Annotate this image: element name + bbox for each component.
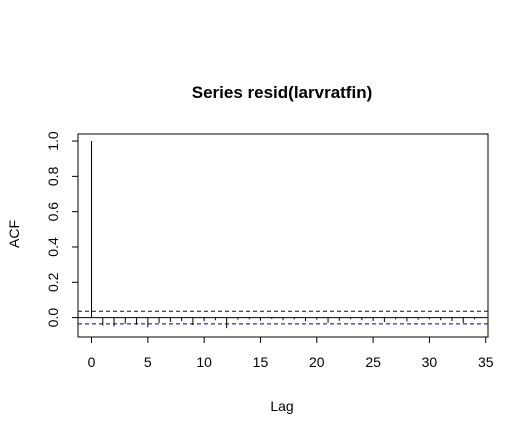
x-tick-label: 5 — [144, 354, 152, 370]
y-tick-label: 0.4 — [45, 237, 61, 257]
x-tick-label: 35 — [478, 354, 494, 370]
plot-frame — [77, 133, 489, 338]
y-tick-label: 0.6 — [45, 202, 61, 222]
y-tick-label: 0.2 — [45, 272, 61, 292]
y-axis-label: ACF — [6, 220, 22, 248]
x-tick-label: 15 — [253, 354, 269, 370]
x-tick-label: 0 — [88, 354, 96, 370]
x-axis-label: Lag — [270, 398, 293, 414]
y-tick-label: 0.8 — [45, 166, 61, 186]
x-tick-label: 30 — [422, 354, 438, 370]
x-tick-label: 10 — [196, 354, 212, 370]
chart-title: Series resid(larvratfin) — [192, 83, 372, 102]
y-tick-label: 0.0 — [45, 308, 61, 328]
x-tick-label: 20 — [309, 354, 325, 370]
y-tick-label: 1.0 — [45, 131, 61, 151]
x-tick-label: 25 — [365, 354, 381, 370]
